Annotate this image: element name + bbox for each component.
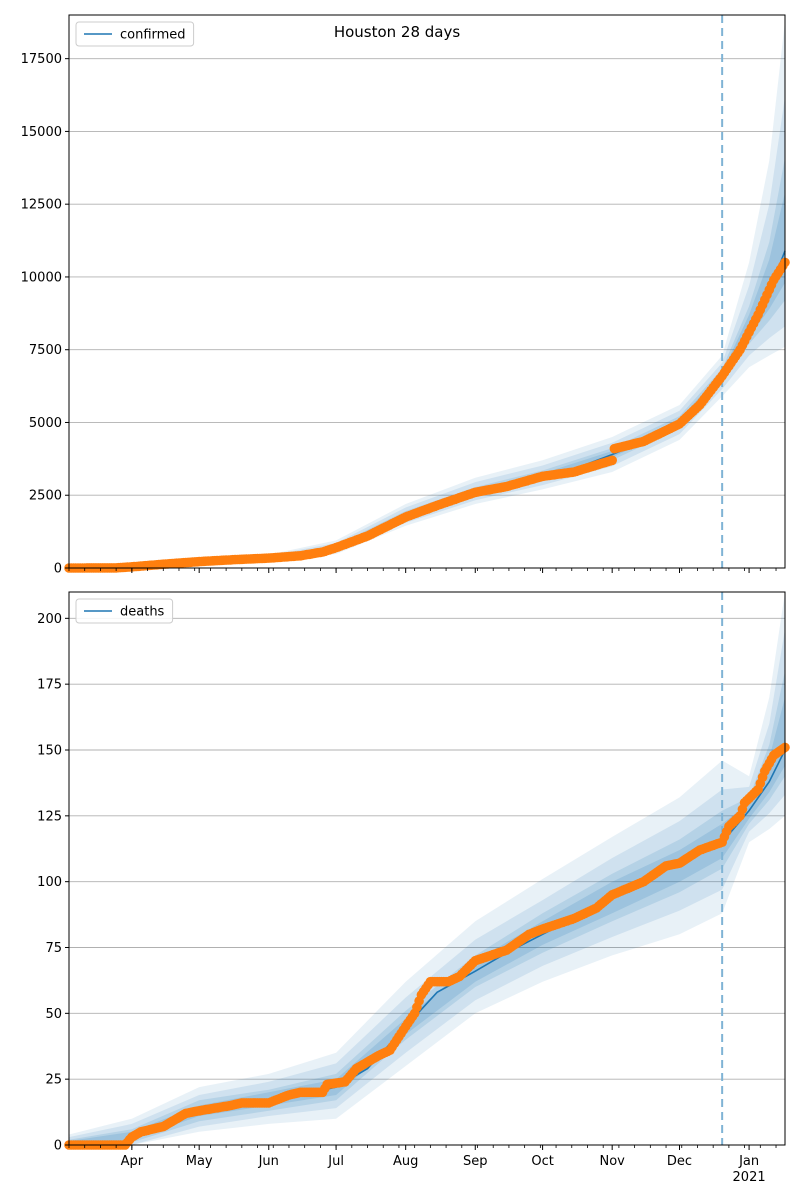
- x-tick-label: May: [186, 1154, 213, 1169]
- axes-frame: [68, 591, 786, 1146]
- y-tick-label: 175: [37, 678, 62, 693]
- x-tick-label: Jul: [327, 1154, 344, 1169]
- deaths-axes: 0 25 50 75 100 125 150 175 200 Apr May Jun Jul Aug Sep…: [37, 591, 786, 1185]
- x-tick-label: Jan: [738, 1154, 759, 1169]
- chart-title: Houston 28 days: [334, 23, 461, 41]
- confirmed-panel: 0 2500 5000 7500 10000 12500 15000 17500 confir…: [21, 14, 790, 577]
- x-tick-label: Oct: [531, 1154, 553, 1169]
- uncertainty-band: [69, 592, 785, 1145]
- deaths-observed-points: [64, 742, 790, 1150]
- x-tick-label: Sep: [463, 1154, 488, 1169]
- legend-label: confirmed: [120, 28, 186, 43]
- y-tick-label: 0: [54, 562, 62, 577]
- y-tick-label: 2500: [29, 489, 62, 504]
- y-tick-label: 5000: [29, 416, 62, 431]
- deaths-legend: deaths: [75, 598, 174, 624]
- uncertainty-band: [69, 96, 785, 568]
- x-tick-label: 2021: [733, 1170, 766, 1185]
- y-tick-label: 100: [37, 875, 62, 890]
- confirmed-axes: 0 2500 5000 7500 10000 12500 15000 17500: [21, 14, 786, 577]
- y-tick-label: 125: [37, 809, 62, 824]
- y-tick-label: 75: [45, 941, 62, 956]
- y-tick-label: 0: [54, 1139, 62, 1154]
- y-tick-label: 150: [37, 744, 62, 759]
- y-tick-label: 15000: [21, 125, 62, 140]
- axes-frame: [68, 14, 786, 569]
- y-tick-label: 50: [45, 1007, 62, 1022]
- x-tick-label: Jun: [258, 1154, 279, 1169]
- x-tick-label: Aug: [393, 1154, 418, 1169]
- legend-box: [75, 598, 174, 624]
- observed-point: [607, 455, 617, 466]
- y-tick-label: 17500: [21, 52, 62, 67]
- x-tick-label: Dec: [667, 1154, 692, 1169]
- x-tick-label: Apr: [121, 1154, 144, 1169]
- uncertainty-band: [69, 671, 785, 1145]
- y-tick-label: 7500: [29, 343, 62, 358]
- legend-label: deaths: [120, 605, 165, 620]
- y-tick-label: 25: [45, 1073, 62, 1088]
- confirmed-observed-points: [64, 257, 790, 573]
- deaths-panel: 0 25 50 75 100 125 150 175 200 Apr May Jun Jul Aug Sep…: [37, 591, 790, 1185]
- y-tick-label: 12500: [21, 198, 62, 213]
- y-tick-label: 10000: [21, 270, 62, 285]
- legend-box: [75, 21, 195, 47]
- confirmed-uncertainty-bands: [69, 20, 785, 569]
- x-tick-label: Nov: [599, 1154, 625, 1169]
- confirmed-legend: confirmed: [75, 21, 195, 47]
- y-tick-label: 200: [37, 612, 62, 627]
